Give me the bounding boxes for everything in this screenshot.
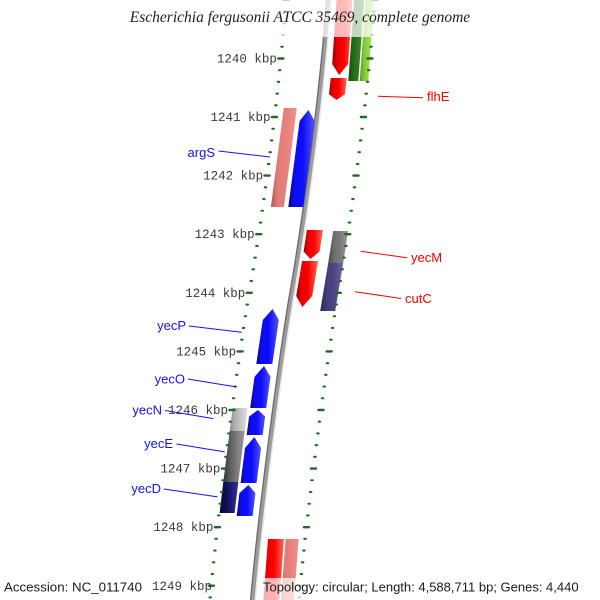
svg-text:yecO: yecO [155, 372, 185, 387]
svg-text:1243 kbp: 1243 kbp [195, 228, 255, 242]
svg-text:Escherichia fergusonii ATCC 35: Escherichia fergusonii ATCC 35469, compl… [129, 9, 470, 26]
svg-text:1248 kbp: 1248 kbp [153, 521, 213, 535]
svg-text:yecN: yecN [132, 403, 162, 418]
svg-text:argS: argS [188, 145, 216, 160]
svg-text:yecD: yecD [131, 481, 161, 496]
svg-text:yecE: yecE [144, 436, 173, 451]
svg-text:1242 kbp: 1242 kbp [203, 170, 263, 184]
svg-text:1245 kbp: 1245 kbp [176, 345, 236, 359]
svg-text:yecP: yecP [157, 318, 186, 333]
svg-text:Accession: NC_011740: Accession: NC_011740 [4, 580, 142, 595]
svg-text:Topology: circular; Length: 4,: Topology: circular; Length: 4,588,711 bp… [263, 580, 579, 595]
svg-text:1249 kbp: 1249 kbp [152, 580, 212, 594]
svg-text:1240 kbp: 1240 kbp [217, 53, 277, 67]
svg-text:1241 kbp: 1241 kbp [210, 111, 270, 125]
svg-text:1247 kbp: 1247 kbp [160, 463, 220, 477]
svg-text:flhE: flhE [427, 89, 450, 104]
svg-text:yecM: yecM [411, 250, 442, 265]
svg-text:cutC: cutC [405, 291, 432, 306]
svg-text:1244 kbp: 1244 kbp [185, 287, 245, 301]
